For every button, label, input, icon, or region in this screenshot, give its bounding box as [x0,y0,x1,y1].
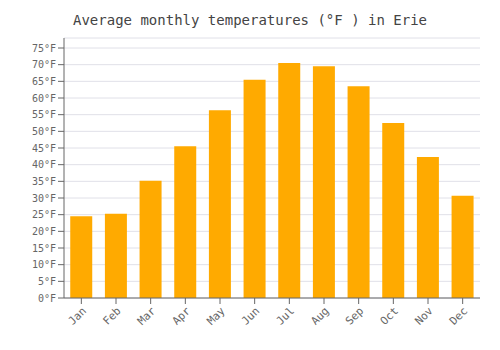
svg-text:35°F: 35°F [32,176,56,187]
svg-text:0°F: 0°F [38,293,56,304]
svg-text:75°F: 75°F [32,43,56,54]
svg-text:45°F: 45°F [32,143,56,154]
html-text:Average monthly temperatures (: Average monthly temperatures (°F ) in Er… [73,12,427,28]
svg-text:Dec: Dec [447,304,470,327]
svg-text:40°F: 40°F [32,159,56,170]
svg-text:60°F: 60°F [32,93,56,104]
svg-text:65°F: 65°F [32,76,56,87]
svg-text:15°F: 15°F [32,243,56,254]
svg-text:Feb: Feb [100,304,123,327]
svg-text:5°F: 5°F [38,276,56,287]
svg-text:10°F: 10°F [32,259,56,270]
svg-text:Apr: Apr [170,304,194,328]
svg-text:Nov: Nov [412,304,436,328]
svg-text:55°F: 55°F [32,109,56,120]
svg-text:20°F: 20°F [32,226,56,237]
svg-text:Sep: Sep [343,304,366,327]
svg-text:Aug: Aug [308,304,331,327]
svg-text:Jan: Jan [66,304,89,327]
svg-text:70°F: 70°F [32,59,56,70]
svg-text:May: May [204,304,228,328]
svg-text:50°F: 50°F [32,126,56,137]
svg-text:Oct: Oct [378,304,401,327]
svg-text:30°F: 30°F [32,193,56,204]
svg-text:Jun: Jun [239,304,262,327]
svg-text:Jul: Jul [274,304,297,327]
svg-text:25°F: 25°F [32,209,56,220]
svg-text:Mar: Mar [135,304,159,328]
